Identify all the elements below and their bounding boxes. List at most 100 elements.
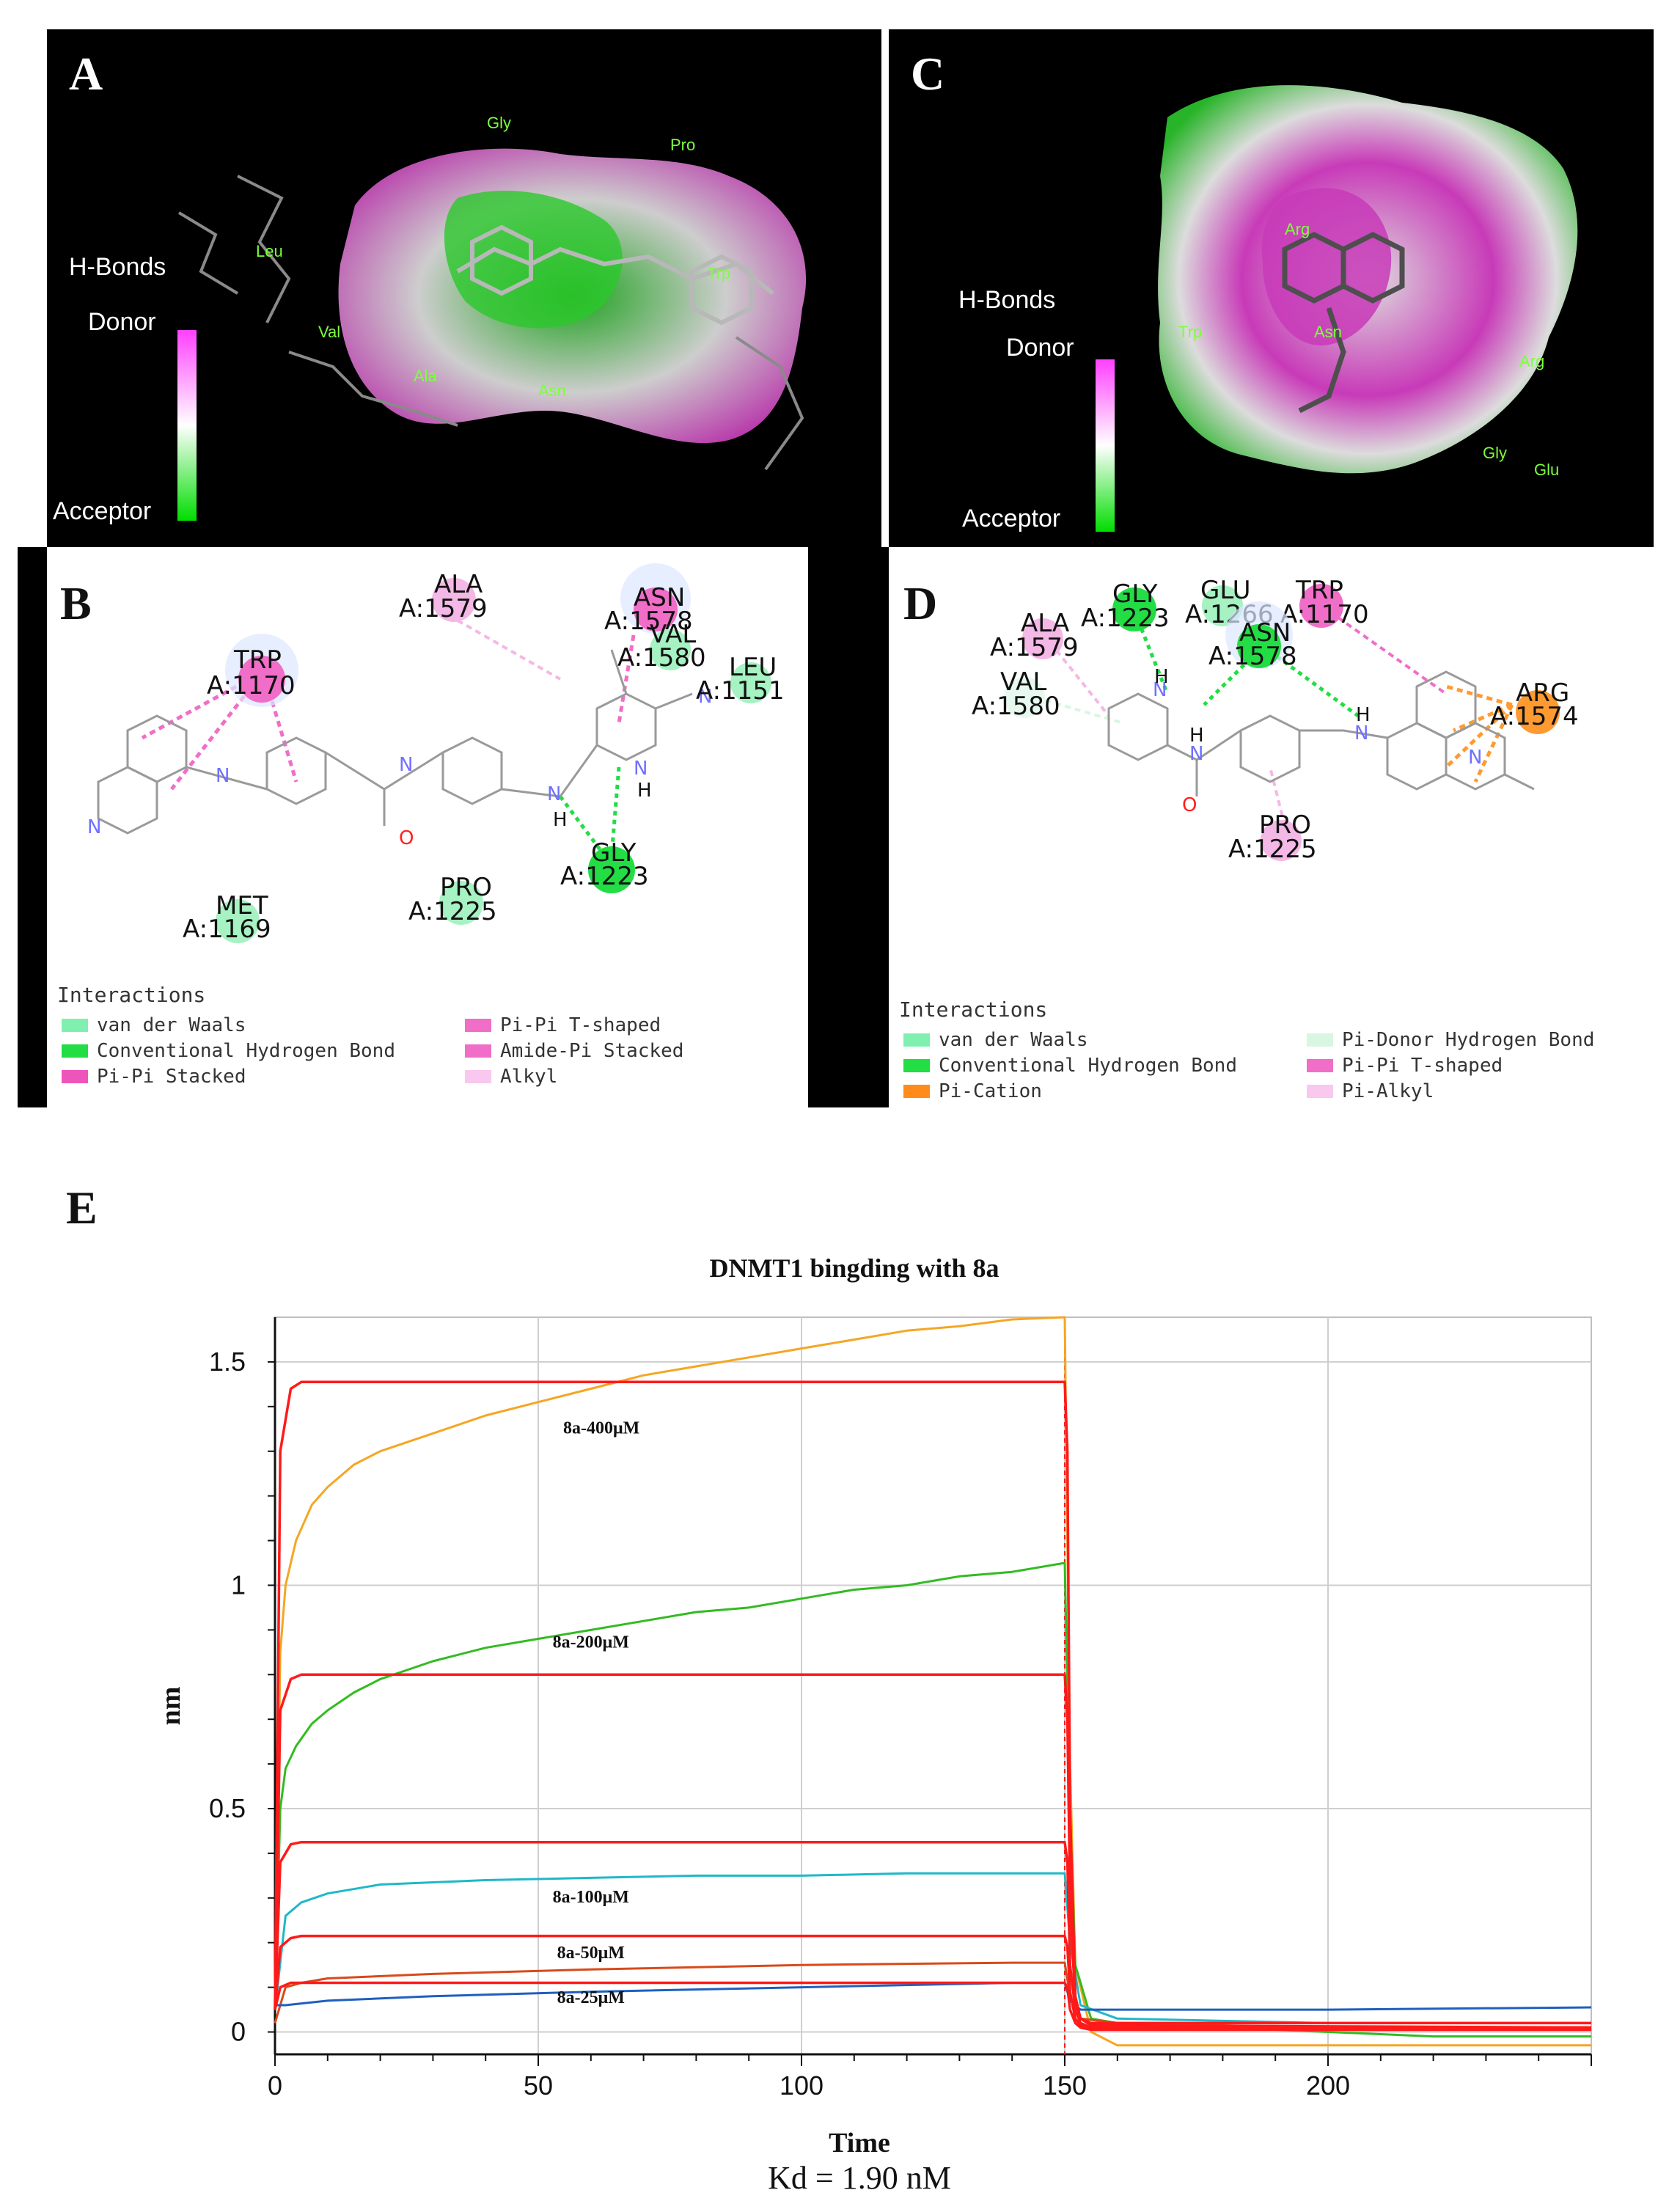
ligand-sticks <box>1282 232 1405 414</box>
x-axis-label: Time <box>829 2128 890 2158</box>
svg-text:N: N <box>698 686 712 708</box>
chart-title: DNMT1 bingding with 8a <box>709 1253 999 1283</box>
x-tick-label: 200 <box>1306 2070 1350 2101</box>
residue-code: VAL <box>650 620 696 649</box>
svg-text:N: N <box>547 783 561 805</box>
y-axis-label: nm <box>155 1687 186 1726</box>
x-tick-label: 0 <box>268 2070 282 2101</box>
interaction-legend: Interactions van der Waals Pi-Pi T-shape… <box>57 983 683 1088</box>
residue-label: Leu <box>256 242 283 260</box>
ligand-structure <box>1107 670 1535 796</box>
legend-item: Pi-Alkyl <box>1342 1080 1434 1102</box>
svg-text:H: H <box>1356 704 1371 726</box>
legend-swatch <box>465 1044 491 1058</box>
legend-swatch <box>62 1070 88 1083</box>
legend-swatch <box>465 1070 491 1083</box>
residue-code: LEU <box>729 653 777 682</box>
y-tick-label: 1 <box>231 1570 246 1600</box>
residue-id: A:1225 <box>1228 835 1317 864</box>
residue-code: ASN <box>1239 618 1291 648</box>
y-tick-label: 0.5 <box>209 1793 246 1823</box>
svg-text:N: N <box>634 758 648 780</box>
series-line <box>274 1934 1591 2029</box>
chart-annotations: 8a-400μM 8a-200μM 8a-100μM 8a-50μM 8a-25μM <box>553 1418 640 2007</box>
residue-code: GLY <box>1112 579 1158 609</box>
svg-text:N: N <box>399 754 413 776</box>
panel-a-residue-labels: Gly Pro Leu Trp Val Ala Asn <box>256 114 730 400</box>
legend-item: van der Waals <box>97 1014 246 1036</box>
residue-code: ALA <box>1021 609 1069 638</box>
acceptor-label: Acceptor <box>53 497 152 525</box>
panel-a: Gly Pro Leu Trp Val Ala Asn A H-Bonds Do… <box>47 29 881 547</box>
panel-letter: C <box>911 48 945 100</box>
panel-c-residue-labels: Arg Trp Asn Arg Gly Glu <box>1178 220 1559 479</box>
residue-disc-val <box>1004 677 1045 718</box>
residue-label: Arg <box>1285 220 1310 238</box>
series-line <box>274 1840 1591 2029</box>
residue-sticks <box>177 175 804 471</box>
legend-swatch <box>903 1033 930 1047</box>
residue-disc-leu <box>730 662 771 703</box>
residue-disc-met <box>216 899 260 943</box>
svg-text:N: N <box>87 816 101 838</box>
residue-id: A:1574 <box>1490 702 1579 731</box>
series-annotation: 8a-200μM <box>553 1633 629 1652</box>
legend-item: Pi-Pi T-shaped <box>1342 1055 1503 1077</box>
residue-disc-gly <box>588 846 635 893</box>
panel-b: N N N O N H N H N TRP A:1170 ALA A:1579 … <box>47 547 808 1107</box>
donor-label: Donor <box>1006 334 1074 362</box>
residue-disc-gly <box>1112 587 1156 631</box>
panel-c: Arg Trp Asn Arg Gly Glu C H-Bonds Donor … <box>889 29 1654 547</box>
panel-b-frame <box>18 547 47 1107</box>
residue-code: MET <box>216 891 268 920</box>
residue-id: A:1579 <box>399 594 488 623</box>
residue-label: Trp <box>1178 323 1202 341</box>
residue-label: Glu <box>1534 461 1559 479</box>
residue-id: A:1580 <box>617 643 706 673</box>
x-tick-label: 100 <box>780 2070 824 2101</box>
residue-disc-trp <box>1299 584 1343 628</box>
legend-title: Interactions <box>57 983 205 1007</box>
panel-letter: B <box>60 577 92 629</box>
svg-text:H: H <box>1154 666 1169 688</box>
residue-disc-asn <box>1237 624 1281 668</box>
residue-id: A:1223 <box>1081 604 1170 633</box>
residue-disc-ala <box>432 578 476 622</box>
residue-id: A:1169 <box>183 915 271 944</box>
ligand-sticks <box>456 224 774 326</box>
y-tick-label: 0 <box>231 2017 246 2047</box>
residue-id: A:1580 <box>972 692 1060 721</box>
residue-label: Asn <box>538 381 566 400</box>
residue-label: Gly <box>1483 444 1507 462</box>
residue-label: Asn <box>1314 323 1342 341</box>
panel-letter: D <box>903 577 938 629</box>
hbond-colorbar <box>177 330 197 521</box>
residue-disc-arg <box>1516 690 1560 734</box>
residue-code: TRP <box>233 645 282 675</box>
acceptor-label: Acceptor <box>962 505 1061 532</box>
legend-item: Alkyl <box>500 1066 557 1088</box>
svg-text:O: O <box>399 827 414 849</box>
residue-code: PRO <box>440 873 492 902</box>
residue-code: TRP <box>1295 576 1343 605</box>
ligand-structure <box>97 649 693 835</box>
legend-item: Pi-Cation <box>939 1080 1042 1102</box>
interaction-legend: Interactions van der Waals Pi-Donor Hydr… <box>899 997 1594 1102</box>
residue-code: ARG <box>1516 678 1569 708</box>
panel-letter: E <box>66 1182 98 1234</box>
legend-swatch <box>903 1059 930 1072</box>
residue-disc-trp <box>238 656 285 703</box>
series-annotation: 8a-50μM <box>557 1944 625 1963</box>
residue-disc-pro <box>1261 820 1302 861</box>
residue-code: GLY <box>591 838 637 868</box>
chart-series <box>274 1316 1592 2047</box>
residue-code: VAL <box>1000 667 1046 697</box>
legend-swatch <box>62 1044 88 1058</box>
residue-label: Pro <box>670 136 695 154</box>
plot-area <box>274 1316 1592 2055</box>
svg-text:H: H <box>637 780 652 802</box>
series-annotation: 8a-25μM <box>557 1988 625 2007</box>
svg-text:N: N <box>1153 679 1167 701</box>
legend-item: Conventional Hydrogen Bond <box>97 1040 395 1062</box>
kd-caption: Kd = 1.90 nM <box>768 2160 951 2196</box>
